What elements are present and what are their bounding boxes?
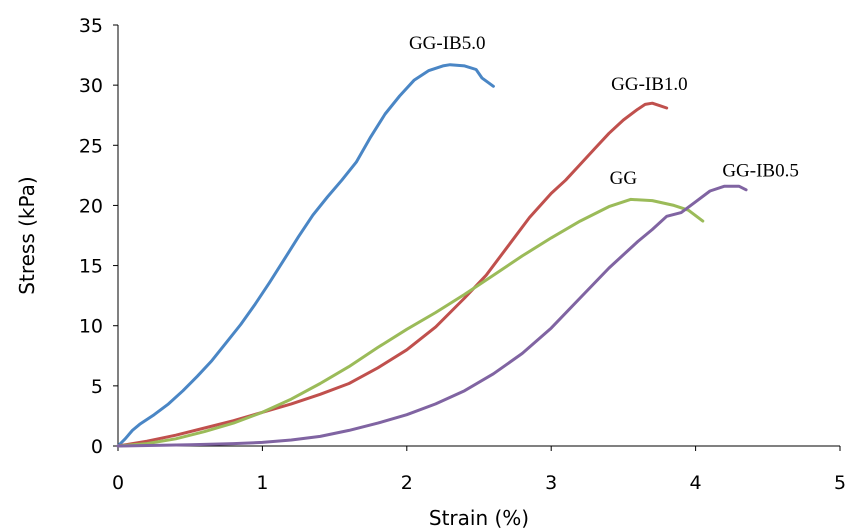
series-layer (116, 63, 748, 448)
x-tick-label: 4 (690, 472, 702, 494)
series-labels: GG-IB5.0 GG-IB1.0 GG GG-IB0.5 (409, 33, 799, 189)
series-label-gg-ib0-5: GG-IB0.5 (722, 161, 799, 182)
y-tick-label: 30 (79, 75, 103, 97)
y-tick-label: 5 (91, 376, 103, 398)
x-axis-title: Strain (%) (429, 506, 529, 530)
series-line-gg-ib0-5 (116, 184, 748, 448)
series-line-gg-ib5-0 (116, 63, 495, 448)
x-tick-label: 5 (834, 472, 846, 494)
y-tick-label: 10 (79, 316, 103, 338)
x-tick-label: 3 (545, 472, 557, 494)
series-line-gg-ib1-0 (116, 101, 669, 448)
y-tick-label: 25 (79, 135, 103, 157)
series-label-gg: GG (610, 168, 638, 189)
series-line-gg (116, 197, 705, 448)
x-tick-label: 1 (256, 472, 268, 494)
y-tick-label: 35 (79, 15, 103, 37)
series-label-gg-ib5-0: GG-IB5.0 (409, 33, 486, 54)
y-axis-title: Stress (kPa) (15, 176, 39, 294)
y-tick-label: 20 (79, 195, 103, 217)
y-tick-label: 0 (91, 436, 103, 458)
plot-area (113, 24, 841, 451)
x-tick-label: 0 (112, 472, 124, 494)
y-tick-label: 15 (79, 256, 103, 278)
x-tick-label: 2 (401, 472, 413, 494)
series-label-gg-ib1-0: GG-IB1.0 (611, 74, 688, 95)
tick-labels: 0 5 10 15 20 25 30 35 0 1 2 3 4 5 (79, 15, 846, 494)
